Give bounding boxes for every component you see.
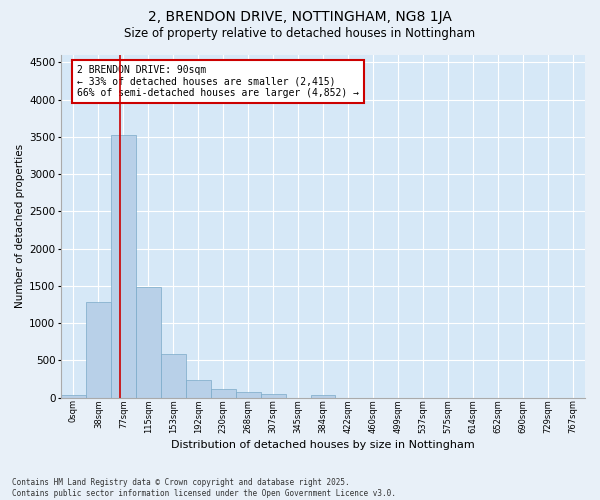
Y-axis label: Number of detached properties: Number of detached properties bbox=[15, 144, 25, 308]
Bar bbox=[86, 302, 111, 398]
Bar bbox=[211, 389, 236, 398]
Bar bbox=[111, 134, 136, 398]
Bar bbox=[236, 392, 260, 398]
X-axis label: Distribution of detached houses by size in Nottingham: Distribution of detached houses by size … bbox=[171, 440, 475, 450]
Text: 2, BRENDON DRIVE, NOTTINGHAM, NG8 1JA: 2, BRENDON DRIVE, NOTTINGHAM, NG8 1JA bbox=[148, 10, 452, 24]
Bar bbox=[260, 394, 286, 398]
Bar bbox=[61, 396, 86, 398]
Text: Size of property relative to detached houses in Nottingham: Size of property relative to detached ho… bbox=[124, 28, 476, 40]
Bar bbox=[161, 354, 186, 398]
Text: Contains HM Land Registry data © Crown copyright and database right 2025.
Contai: Contains HM Land Registry data © Crown c… bbox=[12, 478, 396, 498]
Bar bbox=[136, 286, 161, 398]
Text: 2 BRENDON DRIVE: 90sqm
← 33% of detached houses are smaller (2,415)
66% of semi-: 2 BRENDON DRIVE: 90sqm ← 33% of detached… bbox=[77, 66, 359, 98]
Bar bbox=[311, 394, 335, 398]
Bar bbox=[186, 380, 211, 398]
